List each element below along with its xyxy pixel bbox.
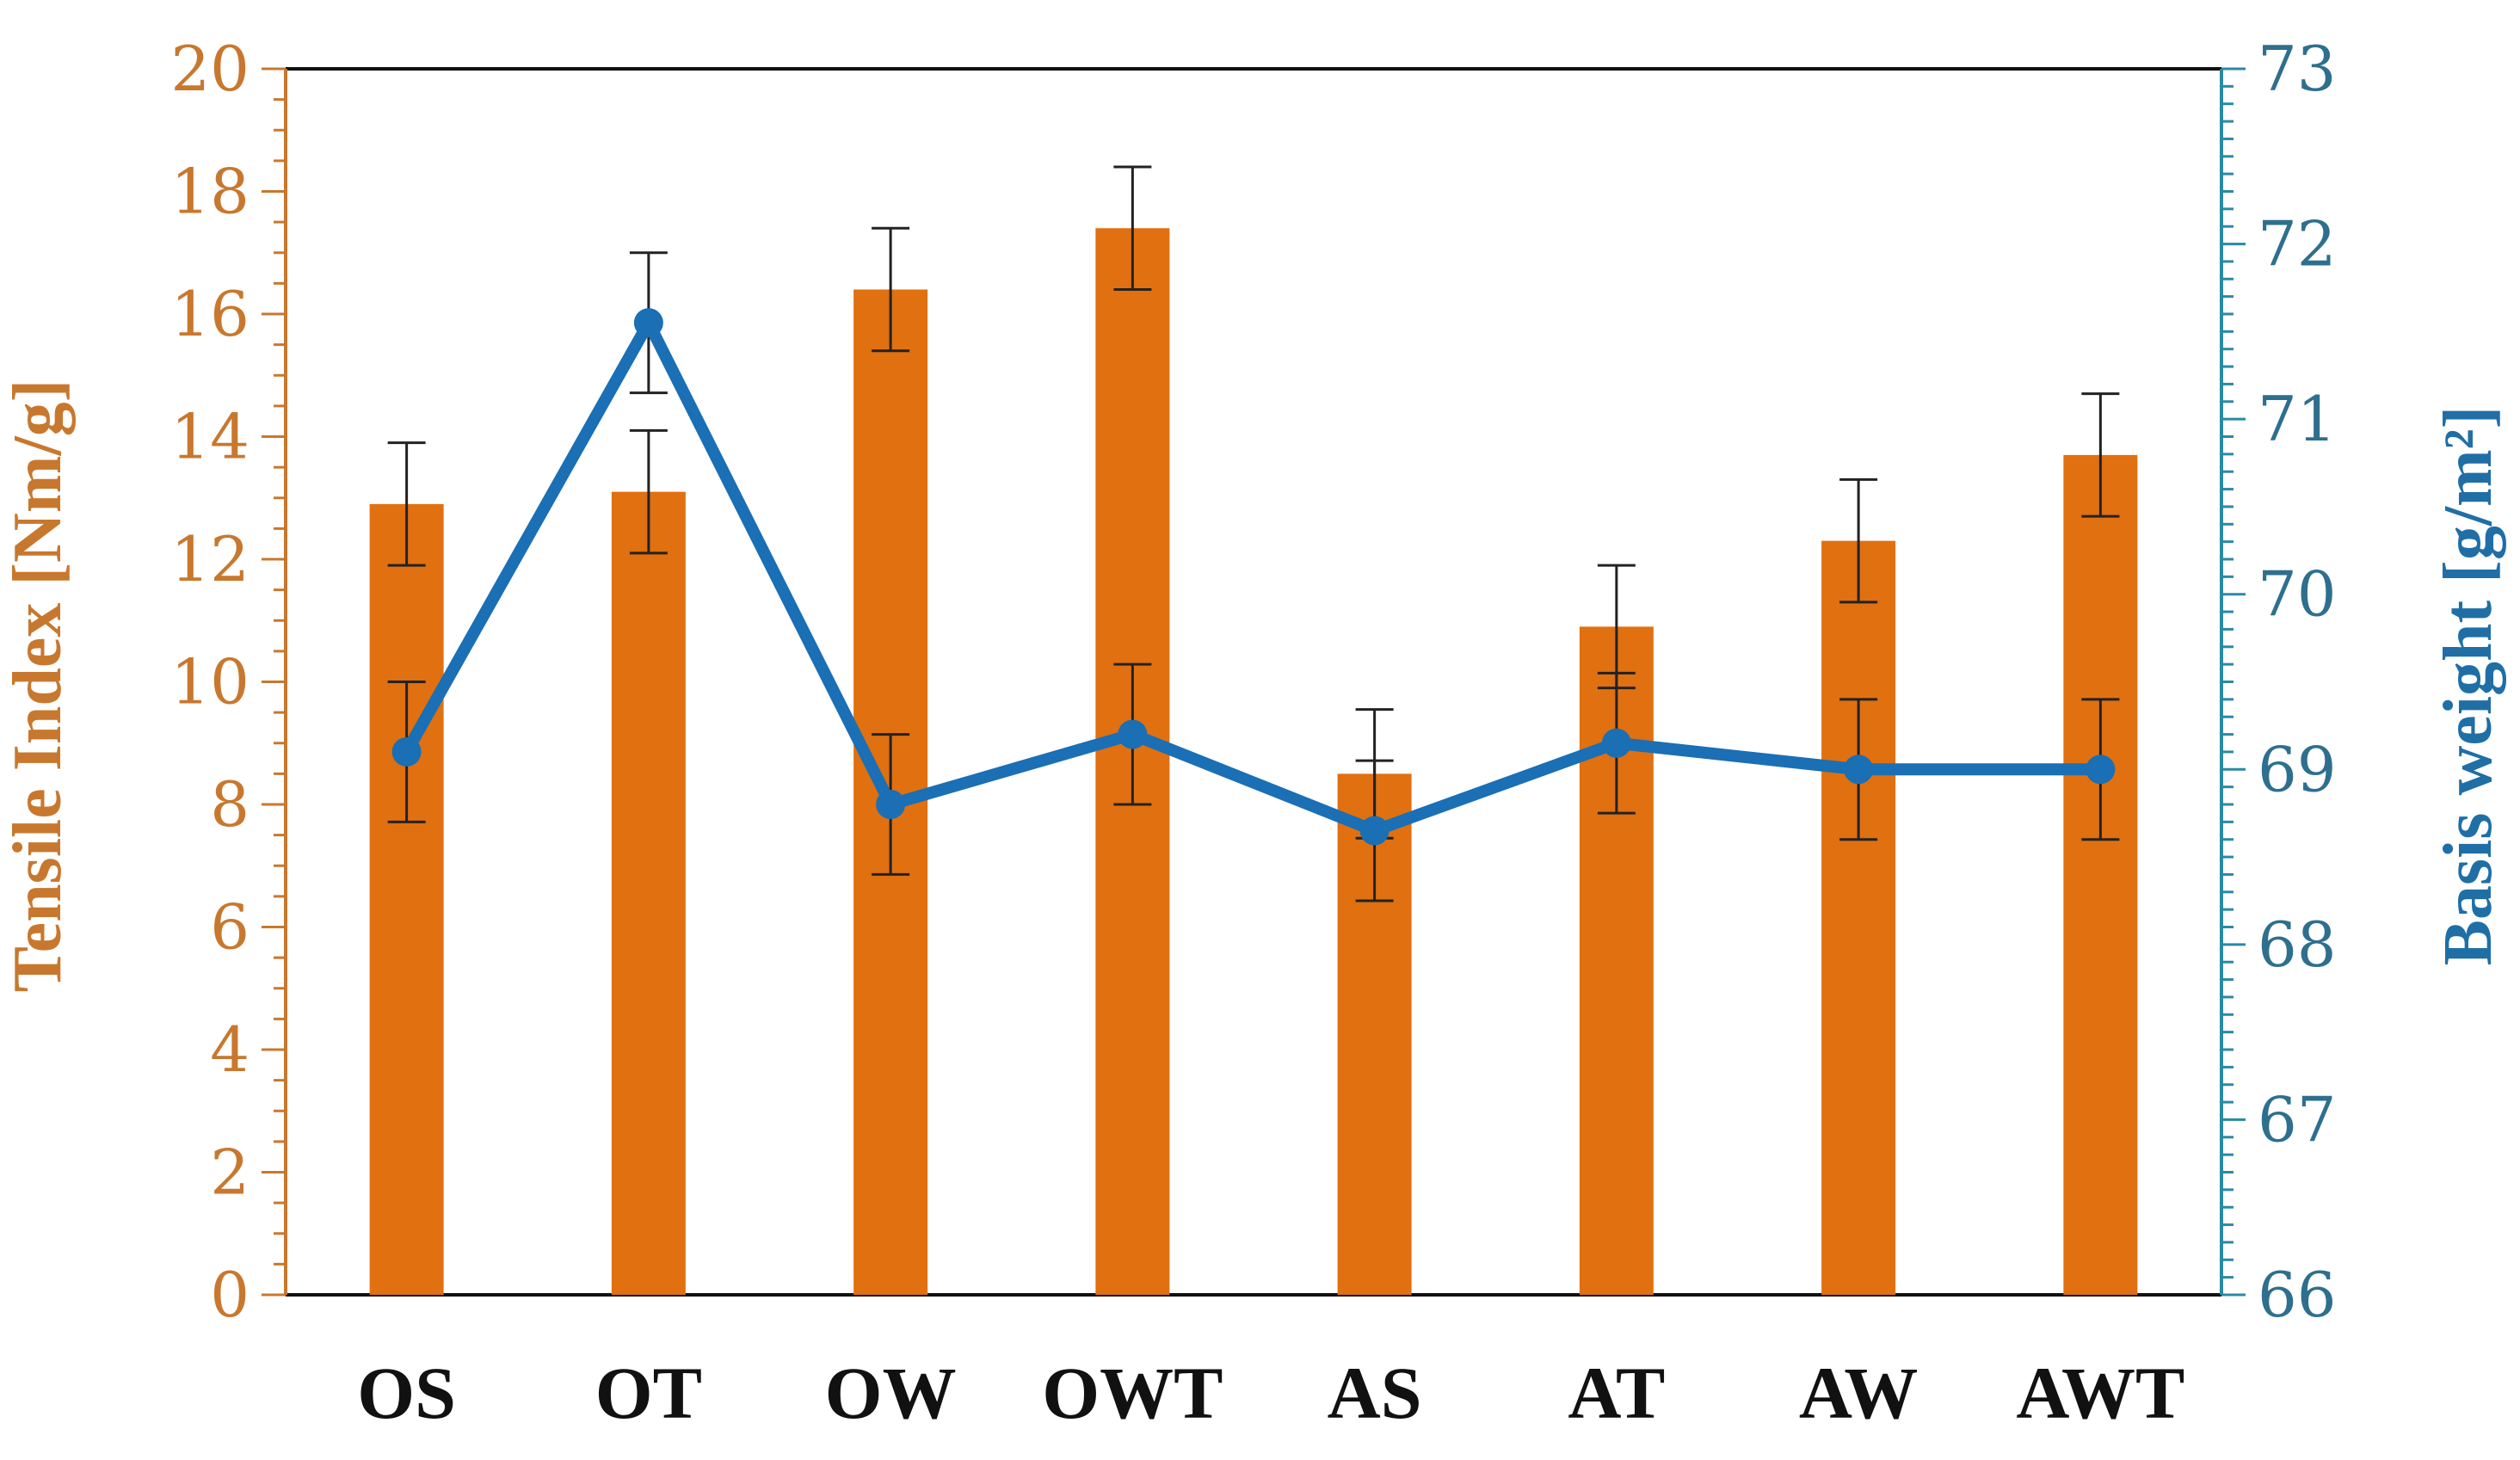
right-axis: 66 67 68 69 70 71 72 73 — [2220, 33, 2337, 1331]
line-series — [391, 308, 2116, 846]
series-line — [400, 317, 2107, 837]
right-tick-label: 67 — [2258, 1083, 2337, 1155]
right-tick-label: 70 — [2258, 558, 2337, 631]
line-point — [391, 736, 422, 767]
line-point — [1601, 728, 1631, 758]
right-tick-label: 71 — [2258, 383, 2337, 455]
line-point — [1844, 755, 1874, 785]
bar — [1821, 540, 1896, 1295]
left-tick-label: 8 — [210, 768, 250, 841]
left-tick-label: 4 — [210, 1013, 250, 1086]
right-tick-label: 69 — [2258, 733, 2337, 805]
line-point — [876, 790, 906, 819]
left-tick-label: 2 — [210, 1137, 250, 1209]
right-tick-label: 68 — [2258, 909, 2337, 981]
left-tick-label: 20 — [170, 33, 250, 105]
left-tick-label: 16 — [170, 278, 250, 350]
category-label: AW — [1799, 1352, 1919, 1434]
category-label: OW — [825, 1352, 957, 1434]
left-tick-label: 14 — [170, 401, 250, 473]
right-tick-label: 66 — [2258, 1259, 2337, 1331]
left-tick-label: 6 — [210, 891, 250, 964]
category-label: AS — [1328, 1352, 1422, 1434]
line-point — [1359, 816, 1389, 846]
left-tick-label: 18 — [170, 156, 250, 228]
left-axis: 0 2 4 6 8 10 12 14 16 18 20 — [170, 33, 287, 1331]
bar — [369, 503, 444, 1295]
plot-frame — [286, 67, 2221, 1297]
line-point — [633, 308, 663, 338]
left-tick-label: 10 — [170, 646, 250, 718]
line-point — [1118, 719, 1148, 749]
category-label: AWT — [2016, 1352, 2184, 1434]
line-point — [2086, 755, 2116, 785]
category-label: OWT — [1042, 1352, 1223, 1434]
right-tick-label: 73 — [2258, 33, 2337, 105]
right-tick-label: 72 — [2258, 208, 2337, 280]
bar — [2063, 454, 2138, 1295]
left-tick-label: 0 — [210, 1259, 250, 1331]
bar-series — [369, 228, 2138, 1295]
category-label: OS — [357, 1352, 456, 1434]
y-axis-label-left: Tensile Index [Nm/g] — [0, 379, 76, 993]
category-labels: OS OT OW OWT AS AT AW AWT — [357, 1352, 2184, 1434]
left-tick-label: 12 — [170, 523, 250, 595]
y-axis-label-right: Basis weight [g/m²] — [2431, 406, 2506, 966]
bar — [611, 491, 686, 1295]
category-label: OT — [595, 1352, 702, 1434]
category-label: AT — [1568, 1352, 1665, 1434]
